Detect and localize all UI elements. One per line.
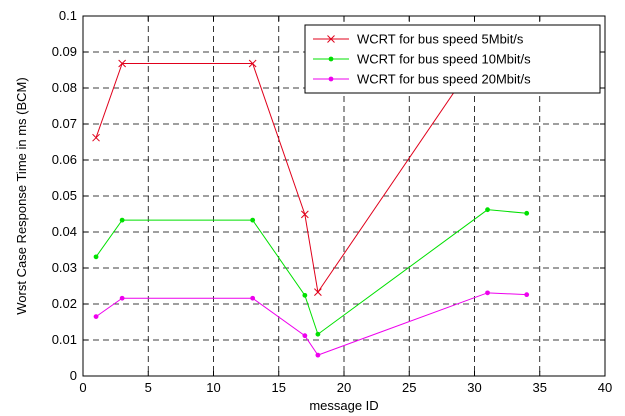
series-3-point [315,352,321,358]
y-tick-label: 0.02 [52,296,77,311]
x-tick-label: 20 [337,380,351,395]
x-tick-label: 5 [145,380,152,395]
series-2-point [250,217,256,223]
x-tick-label: 25 [402,380,416,395]
legend-swatch-marker [327,35,335,43]
series-1-point [314,288,322,296]
series-2-point [524,210,530,216]
series-3-point [250,295,256,301]
x-tick-label: 35 [533,380,547,395]
y-tick-label: 0.08 [52,80,77,95]
legend: WCRT for bus speed 5Mbit/s WCRT for bus s… [304,24,601,94]
series-2-point [315,331,321,337]
series-2-point [119,217,125,223]
x-tick-label: 10 [206,380,220,395]
y-axis-title: Worst Case Response Time in ms (BCM) [14,77,29,314]
series-3-point [524,292,530,298]
ticks: 0 5 10 15 20 25 30 35 40 0 0.01 0.02 0.03 0.04 0.05 0.0… [52,8,613,395]
series-1-point [118,59,127,68]
x-axis-title: message ID [309,398,378,413]
series-2-point [485,207,490,213]
series-2-point [302,292,308,298]
x-tick-label: 30 [467,380,481,395]
series-3-point [119,295,125,301]
y-tick-label: 0.01 [52,332,77,347]
x-tick-label: 0 [79,380,86,395]
y-tick-label: 0 [70,368,77,383]
legend-box [304,24,601,94]
grid [83,16,605,376]
legend-swatch-marker [328,76,334,82]
y-tick-label: 0.05 [52,188,77,203]
y-tick-label: 0.06 [52,152,77,167]
series-2-point [93,254,99,260]
legend-label: WCRT for bus speed 20Mbit/s [357,72,531,87]
y-tick-label: 0.07 [52,116,77,131]
y-tick-label: 0.04 [52,224,77,239]
series-3-point [93,314,99,319]
legend-label: WCRT for bus speed 10Mbit/s [357,52,531,67]
y-tick-label: 0.1 [59,8,77,23]
y-tick-label: 0.09 [52,44,77,59]
legend-swatch-marker [328,56,334,62]
y-tick-label: 0.03 [52,260,77,275]
x-tick-label: 15 [272,380,286,395]
legend-label: WCRT for bus speed 5Mbit/s [357,32,524,47]
series-1-point [300,210,309,219]
series-1-point [248,59,257,68]
x-tick-label: 40 [598,380,612,395]
series-1-point [92,133,100,142]
series-3-point [485,290,490,296]
series-3-point [302,333,308,339]
